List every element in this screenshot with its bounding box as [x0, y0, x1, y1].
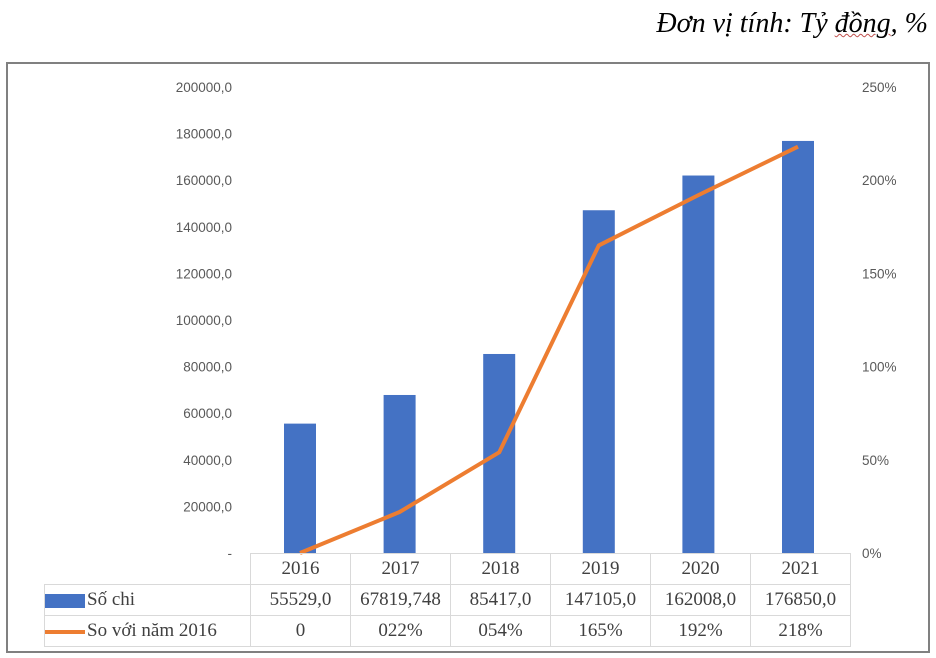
unit-note: Đơn vị tính: Tỷ đồng, % [656, 8, 928, 40]
category-label: 2020 [650, 553, 751, 585]
bar-value-cell: 162008,0 [650, 584, 751, 616]
line-value-cell: 0 [250, 615, 351, 647]
right-tick-label: 50% [862, 453, 889, 468]
unit-prefix: Đơn vị tính: Tỷ [656, 8, 835, 39]
bar-legend-swatch [45, 593, 85, 608]
line-series [299, 144, 799, 555]
category-label: 2019 [550, 553, 651, 585]
category-label: 2021 [750, 553, 851, 585]
left-tick-label: 20000,0 [183, 499, 232, 514]
left-tick-label: 140000,0 [176, 220, 232, 235]
bar-2017 [383, 394, 416, 553]
left-tick-label: 200000,0 [176, 80, 232, 95]
left-tick-label: 80000,0 [183, 360, 232, 375]
bar-value-cell: 147105,0 [550, 584, 651, 616]
unit-suffix: , % [890, 8, 928, 39]
bar-value-cell: 176850,0 [750, 584, 851, 616]
right-tick-label: 100% [862, 360, 897, 375]
bar-2019 [582, 210, 615, 553]
bar-value-cell: 85417,0 [450, 584, 551, 616]
bar-2016 [284, 423, 316, 553]
right-tick-label: 0% [862, 546, 882, 561]
left-tick-label: 120000,0 [176, 266, 232, 281]
left-tick-label: 160000,0 [176, 173, 232, 188]
chart-frame [6, 62, 930, 653]
bar-value-cell: 55529,0 [250, 584, 351, 616]
legend-label: Số chi [87, 589, 136, 610]
left-tick-label: 40000,0 [183, 453, 232, 468]
table-corner [44, 553, 251, 585]
category-label: 2018 [450, 553, 551, 585]
data-table: 2016 2017 2018 2019 2020 2021 Số chi 55529,0 67… [44, 553, 851, 647]
legend-label: So với năm 2016 [87, 620, 217, 641]
bar-2020 [682, 175, 715, 553]
bar-2021 [782, 140, 814, 553]
right-tick-label: 200% [862, 173, 897, 188]
legend-line-series: So với năm 2016 [44, 615, 251, 647]
right-tick-label: 250% [862, 80, 897, 95]
legend-bar-series: Số chi [44, 584, 251, 616]
category-label: 2016 [250, 553, 351, 585]
unit-underlined: đồng [834, 8, 891, 39]
bar-value-cell: 67819,748 [350, 584, 451, 616]
right-tick-label: 150% [862, 266, 897, 281]
left-tick-label: 100000,0 [176, 313, 232, 328]
line-value-cell: 192% [650, 615, 751, 647]
left-tick-label: 60000,0 [183, 406, 232, 421]
line-value-cell: 054% [450, 615, 551, 647]
line-value-cell: 165% [550, 615, 651, 647]
line-value-cell: 218% [750, 615, 851, 647]
line-value-cell: 022% [350, 615, 451, 647]
line-legend-swatch [45, 629, 85, 634]
category-label: 2017 [350, 553, 451, 585]
left-tick-label: 180000,0 [176, 127, 232, 142]
